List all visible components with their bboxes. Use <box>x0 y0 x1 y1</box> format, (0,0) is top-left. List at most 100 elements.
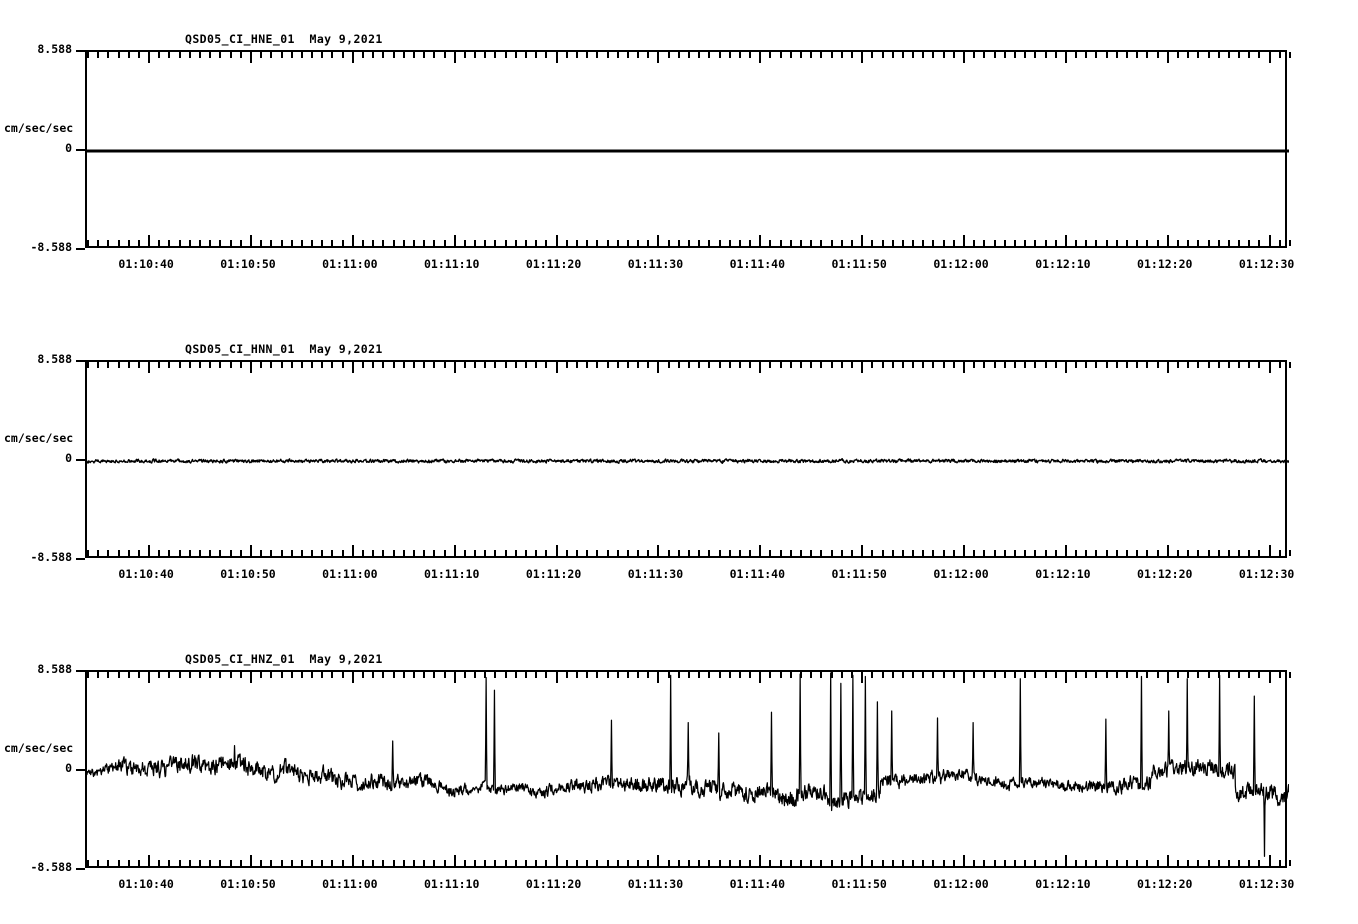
x-minor-tick <box>494 240 497 246</box>
x-tick-label: 01:10:50 <box>220 257 276 271</box>
x-minor-tick <box>973 672 976 678</box>
x-minor-tick <box>1248 240 1251 246</box>
x-minor-tick <box>402 240 405 246</box>
x-minor-tick <box>290 362 293 368</box>
x-tick-label: 01:12:30 <box>1238 567 1295 581</box>
x-minor-tick <box>1207 52 1210 58</box>
x-major-tick <box>555 235 558 246</box>
x-minor-tick <box>341 672 344 678</box>
x-minor-tick <box>769 240 772 246</box>
x-minor-tick <box>1075 362 1078 368</box>
x-major-tick <box>1064 52 1067 63</box>
x-minor-tick <box>1003 550 1006 556</box>
x-major-tick <box>759 235 762 246</box>
y-tick <box>76 360 85 362</box>
x-minor-tick <box>922 362 925 368</box>
x-minor-tick <box>616 52 619 58</box>
x-minor-tick <box>402 550 405 556</box>
x-minor-tick <box>209 362 212 368</box>
x-minor-tick <box>769 52 772 58</box>
x-major-tick <box>148 855 151 866</box>
x-minor-tick <box>443 550 446 556</box>
x-minor-tick <box>1054 52 1057 58</box>
x-minor-tick <box>463 362 466 368</box>
x-minor-tick <box>901 672 904 678</box>
x-minor-tick <box>1115 362 1118 368</box>
x-minor-tick <box>423 362 426 368</box>
y-tick <box>76 149 85 151</box>
x-minor-tick <box>1054 550 1057 556</box>
x-minor-tick <box>535 672 538 678</box>
x-minor-tick <box>983 52 986 58</box>
x-minor-tick <box>606 362 609 368</box>
x-minor-tick <box>260 240 263 246</box>
x-major-tick <box>1268 362 1271 373</box>
x-minor-tick <box>738 362 741 368</box>
x-minor-tick <box>728 362 731 368</box>
x-minor-tick <box>1197 362 1200 368</box>
x-minor-tick <box>810 860 813 866</box>
x-minor-tick <box>912 240 915 246</box>
x-minor-tick <box>1289 860 1291 866</box>
x-tick-label: 01:10:40 <box>118 567 174 581</box>
x-minor-tick <box>1146 52 1149 58</box>
x-minor-tick <box>993 240 996 246</box>
x-minor-tick <box>423 52 426 58</box>
x-minor-tick <box>1176 362 1179 368</box>
x-minor-tick <box>1238 240 1241 246</box>
x-minor-tick <box>229 860 232 866</box>
x-minor-tick <box>270 52 273 58</box>
x-minor-tick <box>382 860 385 866</box>
x-minor-tick <box>229 550 232 556</box>
x-minor-tick <box>494 672 497 678</box>
x-minor-tick <box>270 860 273 866</box>
x-minor-tick <box>647 52 650 58</box>
x-minor-tick <box>87 860 89 866</box>
x-minor-tick <box>209 860 212 866</box>
x-major-tick <box>1268 52 1271 63</box>
x-minor-tick <box>810 362 813 368</box>
x-minor-tick <box>137 240 140 246</box>
x-minor-tick <box>810 672 813 678</box>
x-minor-tick <box>504 550 507 556</box>
x-major-tick <box>759 855 762 866</box>
x-minor-tick <box>209 52 212 58</box>
x-tick-label: 01:11:10 <box>424 257 480 271</box>
x-minor-tick <box>127 860 130 866</box>
x-minor-tick <box>1258 240 1261 246</box>
x-minor-tick <box>1187 52 1190 58</box>
x-minor-tick <box>270 240 273 246</box>
x-minor-tick <box>1013 860 1016 866</box>
x-minor-tick <box>382 672 385 678</box>
x-minor-tick <box>199 672 202 678</box>
x-minor-tick <box>341 240 344 246</box>
x-minor-tick <box>117 52 120 58</box>
x-tick-label: 01:11:20 <box>525 257 582 271</box>
x-minor-tick <box>87 550 89 556</box>
x-minor-tick <box>1085 672 1088 678</box>
x-minor-tick <box>1034 362 1037 368</box>
x-minor-tick <box>779 362 782 368</box>
x-minor-tick <box>840 860 843 866</box>
x-minor-tick <box>850 672 853 678</box>
x-minor-tick <box>616 672 619 678</box>
x-minor-tick <box>789 240 792 246</box>
x-minor-tick <box>1258 672 1261 678</box>
x-minor-tick <box>901 362 904 368</box>
x-minor-tick <box>412 672 415 678</box>
x-minor-tick <box>769 362 772 368</box>
x-minor-tick <box>1278 550 1281 556</box>
x-minor-tick <box>1095 860 1098 866</box>
x-minor-tick <box>188 860 191 866</box>
x-minor-tick <box>575 240 578 246</box>
x-minor-tick <box>1095 362 1098 368</box>
x-minor-tick <box>749 672 752 678</box>
x-minor-tick <box>392 550 395 556</box>
x-minor-tick <box>239 550 242 556</box>
x-minor-tick <box>1227 672 1230 678</box>
x-minor-tick <box>575 550 578 556</box>
x-minor-tick <box>188 52 191 58</box>
x-minor-tick <box>820 240 823 246</box>
x-minor-tick <box>779 52 782 58</box>
x-minor-tick <box>107 550 110 556</box>
